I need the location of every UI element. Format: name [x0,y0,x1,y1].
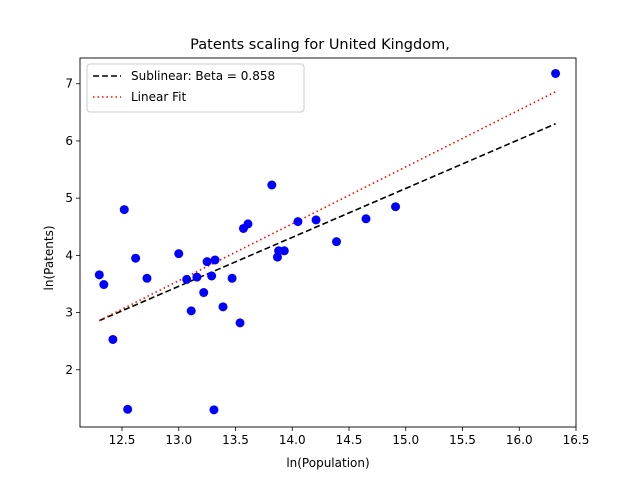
x-tick-label: 13.5 [222,433,249,447]
x-tick-label: 15.0 [392,433,419,447]
data-point [280,246,289,255]
data-point [187,306,196,315]
x-tick-label: 12.5 [109,433,136,447]
legend-label-sublinear: Sublinear: Beta = 0.858 [131,69,275,83]
data-point [99,280,108,289]
x-tick-label: 16.0 [506,433,533,447]
data-point [95,270,104,279]
data-point [243,219,252,228]
y-tick-label: 4 [65,248,73,262]
x-axis-label: ln(Population) [286,456,369,470]
data-point [219,302,228,311]
data-point [209,405,218,414]
y-tick-label: 7 [65,77,73,91]
data-point [362,214,371,223]
y-tick-label: 5 [65,191,73,205]
data-point [551,69,560,78]
data-point [293,217,302,226]
data-point [199,288,208,297]
data-point [108,335,117,344]
y-tick-label: 6 [65,134,73,148]
x-tick-label: 13.0 [165,433,192,447]
x-tick-label: 14.5 [336,433,363,447]
data-point [182,275,191,284]
y-tick-label: 3 [65,306,73,320]
x-tick-label: 14.0 [279,433,306,447]
data-point [228,274,237,283]
data-point [131,254,140,263]
legend: Sublinear: Beta = 0.858 Linear Fit [87,64,304,112]
data-point [142,274,151,283]
data-point [123,405,132,414]
data-point [174,249,183,258]
data-point [207,271,216,280]
x-tick-label: 15.5 [449,433,476,447]
data-point [120,205,129,214]
data-point [211,255,220,264]
data-point [203,257,212,266]
legend-label-linear: Linear Fit [131,90,186,104]
chart-title: Patents scaling for United Kingdom, [190,37,450,53]
y-axis-label: ln(Patents) [42,225,56,290]
y-tick-label: 2 [65,363,73,377]
x-tick-label: 16.5 [563,433,590,447]
data-point [312,215,321,224]
data-point [332,237,341,246]
data-point [391,202,400,211]
data-point [236,318,245,327]
data-point [192,273,201,282]
data-point [267,181,276,190]
